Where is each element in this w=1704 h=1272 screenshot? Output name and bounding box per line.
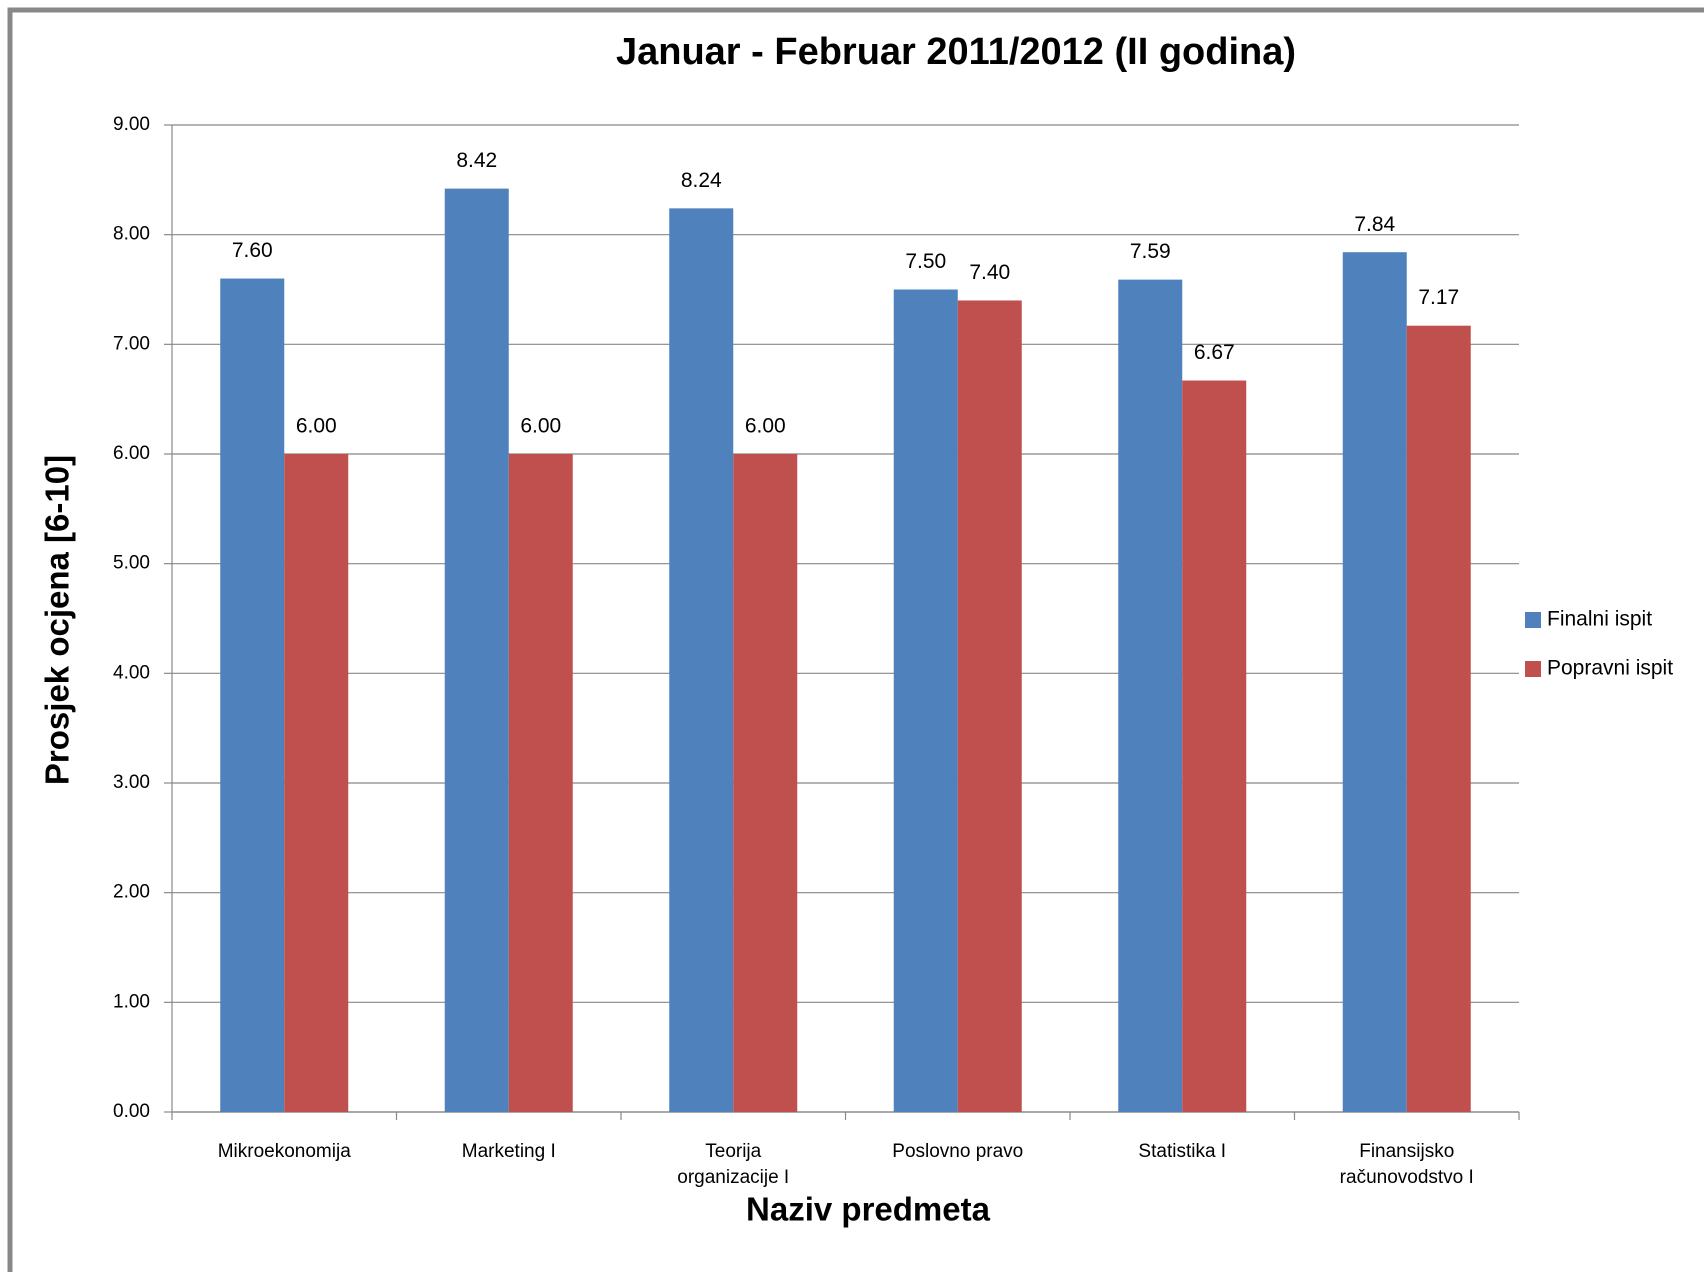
- x-axis-title: Naziv predmeta: [746, 1191, 991, 1228]
- bar: [957, 300, 1022, 1112]
- data-label: 8.24: [681, 169, 722, 192]
- x-tick-label: Marketing I: [461, 1141, 556, 1162]
- bar: [220, 278, 285, 1112]
- chart-title: Januar - Februar 2011/2012 (II godina): [616, 31, 1296, 73]
- bar: [508, 454, 573, 1112]
- legend-swatch: [1525, 612, 1541, 628]
- legend-label: Finalni ispit: [1547, 608, 1652, 631]
- y-tick-label: 0.00: [113, 1101, 150, 1122]
- y-tick-label: 2.00: [113, 882, 150, 903]
- data-label: 7.84: [1354, 213, 1395, 236]
- legend-label: Popravni ispit: [1547, 657, 1673, 680]
- frame: [7, 7, 1704, 1272]
- bar: [733, 454, 798, 1112]
- y-tick-label: 1.00: [113, 991, 150, 1012]
- y-tick-label: 3.00: [113, 772, 150, 793]
- bar: [1406, 325, 1471, 1112]
- x-tick-label: Teorija organizacije I: [677, 1141, 790, 1188]
- bar: [444, 188, 509, 1112]
- bar: [893, 289, 958, 1112]
- data-label: 7.60: [232, 239, 273, 262]
- bar: [1342, 252, 1407, 1113]
- data-label: 7.50: [905, 250, 946, 273]
- y-tick-label: 9.00: [113, 114, 150, 135]
- x-tick-label: Mikroekonomija: [217, 1141, 351, 1162]
- y-tick-label: 7.00: [113, 333, 150, 354]
- data-label: 6.00: [520, 415, 561, 438]
- y-axis-title: Prosjek ocjena [6-10]: [39, 455, 76, 785]
- data-label: 6.00: [296, 415, 337, 438]
- y-tick-label: 6.00: [113, 443, 150, 464]
- x-tick-label: Poslovno pravo: [892, 1141, 1024, 1162]
- legend-swatch: [1525, 661, 1541, 677]
- bar: [284, 454, 349, 1112]
- bar: [1118, 279, 1183, 1112]
- data-label: 6.00: [745, 415, 786, 438]
- y-tick-label: 4.00: [113, 662, 150, 683]
- x-tick-label: Statistika I: [1138, 1141, 1227, 1162]
- bar: [1182, 380, 1247, 1113]
- x-tick-label: Finansijsko računovodstvo I: [1339, 1141, 1474, 1188]
- data-label: 7.17: [1418, 286, 1459, 309]
- data-label: 7.59: [1130, 240, 1171, 263]
- y-tick-label: 8.00: [113, 224, 150, 245]
- bar: [669, 208, 734, 1112]
- data-label: 8.42: [456, 149, 497, 172]
- data-label: 6.67: [1194, 341, 1235, 364]
- y-tick-label: 5.00: [113, 553, 150, 574]
- data-label: 7.40: [969, 261, 1010, 284]
